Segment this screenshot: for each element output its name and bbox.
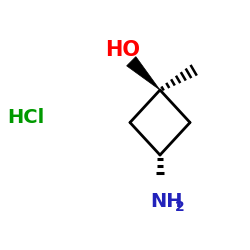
- Polygon shape: [127, 57, 160, 90]
- Text: NH: NH: [150, 192, 182, 211]
- Text: HO: HO: [105, 40, 140, 60]
- Text: HCl: HCl: [8, 108, 45, 127]
- Text: 2: 2: [175, 200, 185, 214]
